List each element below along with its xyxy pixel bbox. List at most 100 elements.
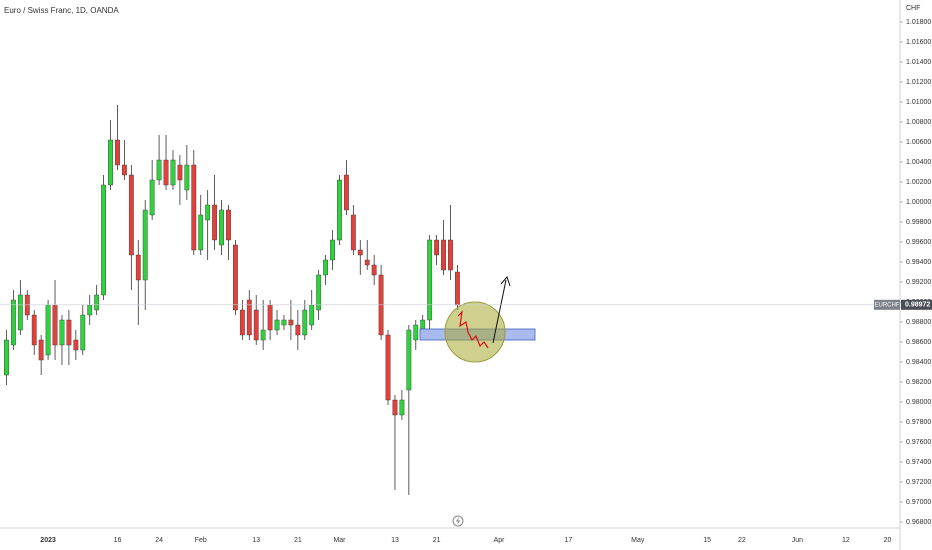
candle-body: [371, 264, 377, 276]
y-tick-label: 0.97000: [906, 499, 931, 506]
candle-body: [149, 179, 155, 216]
candle-body: [413, 324, 419, 341]
candle-body: [420, 319, 426, 331]
candle-body: [191, 164, 197, 251]
projection-arrow: [492, 279, 507, 344]
x-tick-label: May: [631, 537, 645, 544]
candle-body: [337, 179, 342, 241]
candle-body: [170, 159, 176, 186]
y-tick-label: 1.00600: [906, 139, 931, 146]
events-icon: [452, 515, 464, 527]
projection-zigzag: [457, 310, 489, 349]
candle-body: [142, 209, 148, 281]
candle-body: [212, 204, 217, 241]
candle-body: [441, 239, 446, 271]
y-tick-label: 0.98400: [906, 359, 931, 366]
arrow-head: [500, 276, 511, 287]
symbol-label-box: [874, 299, 900, 310]
candle-body: [163, 159, 169, 186]
candle-body: [323, 259, 328, 276]
candle-body: [260, 329, 266, 341]
y-tick-label: 0.99800: [906, 219, 931, 226]
candle-body: [302, 309, 308, 336]
candle-body: [392, 399, 398, 416]
y-tick-label: 0.98600: [906, 339, 931, 346]
x-tick-label: 16: [114, 537, 122, 544]
currency-label: CHF: [906, 5, 920, 12]
candle-body: [364, 259, 370, 266]
candle-body: [38, 339, 44, 361]
x-tick-label: 24: [155, 537, 163, 544]
candle-body: [128, 174, 134, 256]
candle-body: [399, 399, 405, 416]
candle-body: [239, 309, 245, 336]
candle-body: [316, 274, 322, 311]
candle-body: [219, 209, 224, 246]
x-tick-label: 17: [565, 537, 573, 544]
y-tick-label: 1.00800: [906, 119, 931, 126]
candle-body: [101, 184, 106, 296]
candle-body: [122, 164, 127, 176]
candle-body: [73, 339, 79, 351]
y-tick-label: 0.97400: [906, 459, 931, 466]
candle-body: [115, 139, 120, 166]
last-price-box: [901, 299, 932, 310]
candle-body: [274, 319, 280, 331]
candle-body: [357, 249, 363, 256]
y-tick-label: 0.97600: [906, 439, 931, 446]
candle-body: [246, 299, 252, 336]
x-tick-label: 13: [252, 537, 260, 544]
y-tick-label: 0.98200: [906, 379, 931, 386]
candle-body: [253, 309, 259, 341]
y-tick-label: 1.01600: [906, 39, 931, 46]
x-tick-label: 21: [294, 537, 302, 544]
candle-body: [66, 319, 72, 346]
y-tick-label: 0.99200: [906, 279, 931, 286]
y-tick-label: 0.98000: [906, 399, 931, 406]
candle-body: [45, 304, 51, 356]
candle-body: [59, 319, 65, 346]
candle-body: [87, 304, 93, 316]
candle-body: [94, 294, 100, 311]
candle-body: [350, 214, 356, 251]
candle-body: [31, 314, 37, 346]
candle-body: [309, 304, 315, 326]
y-tick-label: 1.00200: [906, 179, 931, 186]
candle-body: [233, 244, 238, 311]
candle-body: [184, 164, 190, 191]
x-tick-label: Mar: [333, 537, 346, 544]
symbol-label: EURCHF: [875, 302, 900, 308]
candle-body: [434, 239, 439, 256]
candle-body: [108, 139, 113, 186]
candle-body: [17, 294, 23, 331]
candle-body: [52, 304, 58, 346]
candle-body: [406, 329, 412, 391]
candle-body: [177, 164, 183, 181]
x-tick-label: 21: [433, 537, 441, 544]
x-tick-label: 22: [738, 537, 746, 544]
y-tick-label: 0.97200: [906, 479, 931, 486]
y-tick-label: 1.01000: [906, 99, 931, 106]
candle-body: [281, 319, 287, 326]
y-tick-label: 0.99400: [906, 259, 931, 266]
candle-body: [80, 314, 86, 351]
x-tick-label: 2023: [40, 537, 56, 544]
candle-body: [267, 304, 273, 331]
x-tick-label: 13: [391, 537, 399, 544]
y-tick-label: 1.00000: [906, 199, 931, 206]
candle-body: [135, 254, 141, 281]
candle-body: [344, 174, 349, 211]
y-tick-label: 1.01200: [906, 79, 931, 86]
x-tick-label: Jun: [792, 537, 803, 544]
chart-title: Euro / Swiss Franc, 1D, OANDA: [4, 6, 119, 15]
x-tick-label: 15: [703, 537, 711, 544]
y-tick-label: 1.01400: [906, 59, 931, 66]
candle-body: [226, 209, 231, 241]
candle-body: [4, 339, 9, 376]
y-tick-label: 1.00400: [906, 159, 931, 166]
candle-body: [330, 239, 335, 261]
lightning: [456, 517, 461, 525]
candle-body: [427, 239, 433, 321]
